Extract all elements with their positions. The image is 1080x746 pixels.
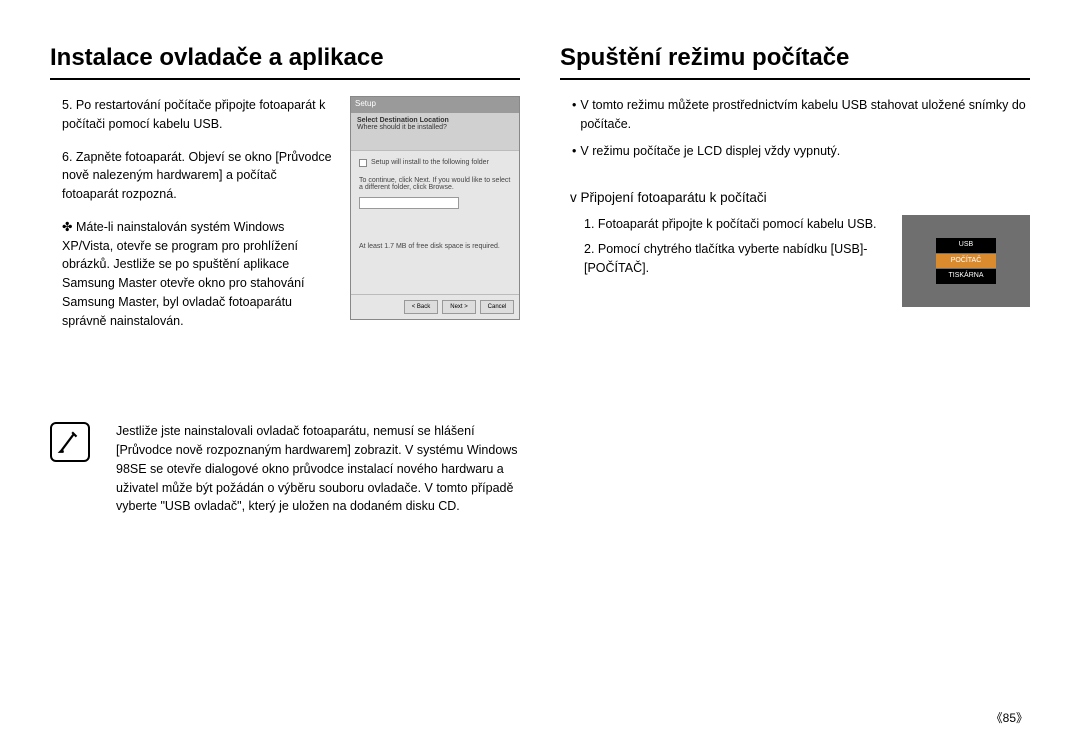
dialog-line2: To continue, click Next. If you would li… [359, 177, 511, 191]
dialog-banner-1: Select Destination Location [357, 117, 513, 124]
dialog-title: Setup [351, 97, 519, 113]
dialog-body: Setup will install to the following fold… [351, 151, 519, 258]
sub-heading-text: Připojení fotoaparátu k počítači [581, 190, 767, 205]
setup-dialog-screenshot: Setup Select Destination Location Where … [350, 96, 520, 320]
dialog-path-field [359, 197, 459, 209]
bullet-1: V tomto režimu můžete prostřednictvím ka… [580, 96, 1030, 134]
page-number: 《85》 [991, 709, 1028, 726]
dialog-banner: Select Destination Location Where should… [351, 113, 519, 151]
dialog-footer: < Back Next > Cancel [351, 294, 519, 319]
note-text: Jestliže jste nainstalovali ovladač foto… [116, 422, 520, 516]
dialog-checkbox-icon [359, 159, 367, 167]
xp-note-text: Máte-li nainstalován systém Windows XP/V… [62, 220, 305, 328]
sub-heading: v Připojení fotoaparátu k počítači [570, 190, 1030, 205]
left-heading: Instalace ovladače a aplikace [50, 44, 520, 80]
dialog-next-button: Next > [442, 300, 476, 314]
note-row: Jestliže jste nainstalovali ovladač foto… [50, 422, 520, 516]
sub-step-2: 2. Pomocí chytrého tlačítka vyberte nabí… [584, 240, 888, 278]
lcd-row-pocitac: POČÍTAČ [936, 254, 996, 269]
sub-bullet-icon: v [570, 190, 581, 205]
dialog-cb-text: Setup will install to the following fold… [371, 159, 489, 166]
left-column: Instalace ovladače a aplikace 5. Po rest… [50, 44, 520, 516]
right-column: Spuštění režimu počítače • V tomto režim… [560, 44, 1030, 516]
lcd-row-tiskarna: TISKÁRNA [936, 269, 996, 284]
xp-note-lead: ✤ [62, 220, 76, 234]
dialog-banner-2: Where should it be installed? [357, 124, 513, 131]
lcd-screenshot: USB POČÍTAČ TISKÁRNA [902, 215, 1030, 307]
sub-step-1: 1. Fotoaparát připojte k počítači pomocí… [584, 215, 888, 234]
dialog-free: At least 1.7 MB of free disk space is re… [359, 243, 511, 250]
lcd-menu: USB POČÍTAČ TISKÁRNA [936, 238, 996, 285]
bullet-icon: • [572, 142, 576, 161]
bullet-2: V režimu počítače je LCD displej vždy vy… [580, 142, 840, 161]
bullet-icon: • [572, 96, 576, 134]
right-heading: Spuštění režimu počítače [560, 44, 1030, 80]
lcd-row-usb: USB [936, 238, 996, 253]
dialog-back-button: < Back [404, 300, 438, 314]
note-icon [50, 422, 90, 462]
dialog-cancel-button: Cancel [480, 300, 514, 314]
step-6: 6. Zapněte fotoaparát. Objeví se okno [P… [50, 148, 336, 204]
sub-list: 1. Fotoaparát připojte k počítači pomocí… [560, 215, 1030, 307]
xp-note: ✤ Máte-li nainstalován systém Windows XP… [50, 218, 336, 331]
right-bullets: • V tomto režimu můžete prostřednictvím … [560, 96, 1030, 160]
step-5: 5. Po restartování počítače připojte fot… [50, 96, 336, 134]
left-steps: 5. Po restartování počítače připojte fot… [50, 96, 336, 344]
